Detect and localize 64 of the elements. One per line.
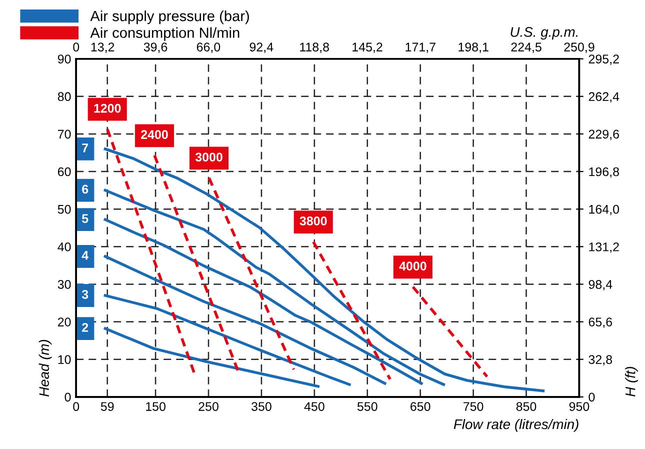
x2-tick-label: 13,2	[91, 42, 114, 53]
x-tick-label: 0	[73, 402, 80, 411]
series-label: 2400	[141, 130, 168, 140]
y-tick-label: 50	[58, 204, 71, 214]
x2-tick-label: 118,8	[300, 42, 329, 53]
y2-tick-label: 65,6	[588, 318, 612, 328]
series-label: 6	[82, 184, 88, 194]
series-label: 3000	[195, 152, 222, 162]
y2-tick-label: 196,8	[589, 167, 619, 178]
y-tick-label: 40	[58, 242, 71, 252]
y-tick-label: 10	[58, 355, 71, 364]
y2-tick-label: 0	[588, 392, 595, 402]
series-label: 3800	[300, 216, 327, 226]
text: Air supply pressure (bar)	[90, 10, 249, 24]
x-axis-title: Flow rate (litres/min)	[454, 418, 578, 432]
series-label: 4000	[399, 262, 426, 270]
x2-tick-label: 145,2	[352, 42, 382, 53]
line-series	[104, 255, 386, 385]
y2-tick-label: 262,4	[588, 92, 620, 103]
x-tick-label: 550	[357, 402, 378, 411]
y-tick-label: 30	[58, 280, 71, 289]
line-series	[104, 294, 351, 386]
y2-tick-label: 32,8	[588, 355, 612, 366]
x-tick-label: 450	[304, 402, 324, 411]
text: Air consumption Nl/min	[90, 27, 240, 41]
x2-tick-label: 250,9	[564, 42, 594, 53]
x-tick-label: 150	[146, 402, 166, 411]
legend-label: 5	[82, 214, 88, 223]
x2-tick-label: 224,5	[511, 42, 542, 53]
x2-tick-label: 198,1	[458, 42, 488, 53]
x2-tick-label: 0	[73, 42, 80, 52]
x2-tick-label: 171,7	[406, 42, 436, 53]
x2-tick-label: 92,4	[250, 42, 274, 53]
series-label: 7	[82, 144, 88, 152]
x-tick-label: 250	[198, 402, 218, 411]
line-series	[104, 188, 446, 386]
y2-axis-title: H (ft)	[625, 366, 638, 396]
y-tick-label: 60	[58, 167, 71, 176]
x-tick-label: 850	[516, 402, 536, 411]
x-tick-label: 350	[252, 402, 272, 411]
series-label: 1200	[94, 104, 121, 113]
series-label: 3	[82, 290, 88, 299]
x2-tick-label: 39,6	[144, 42, 168, 53]
y-tick-label: 80	[58, 92, 71, 102]
x-tick-label: 650	[410, 402, 430, 411]
series-label: 4	[82, 251, 89, 260]
x-tick-label: 950	[569, 402, 590, 411]
y-tick-label: 0	[64, 392, 71, 402]
y2-tick-label: 229,6	[588, 130, 619, 140]
x-tick-label: 59	[100, 402, 114, 411]
y2-tick-label: 131,2	[589, 242, 619, 253]
y-tick-label: 90	[58, 54, 71, 64]
x2-tick-label: 66,0	[196, 42, 220, 53]
y-tick-label: 70	[58, 130, 71, 139]
y2-tick-label: 98,4	[588, 280, 612, 290]
series-label: 2	[82, 323, 88, 332]
x-tick-label: 750	[464, 402, 484, 411]
x2-axis-title: U.S. g.p.m.	[510, 27, 578, 40]
y-tick-label: 20	[58, 318, 71, 326]
y-axis-title: Head (m)	[38, 340, 52, 396]
y2-tick-label: 164,0	[589, 204, 620, 216]
line-series	[104, 148, 545, 392]
y2-tick-label: 295,2	[588, 54, 619, 65]
line-series	[104, 327, 320, 388]
